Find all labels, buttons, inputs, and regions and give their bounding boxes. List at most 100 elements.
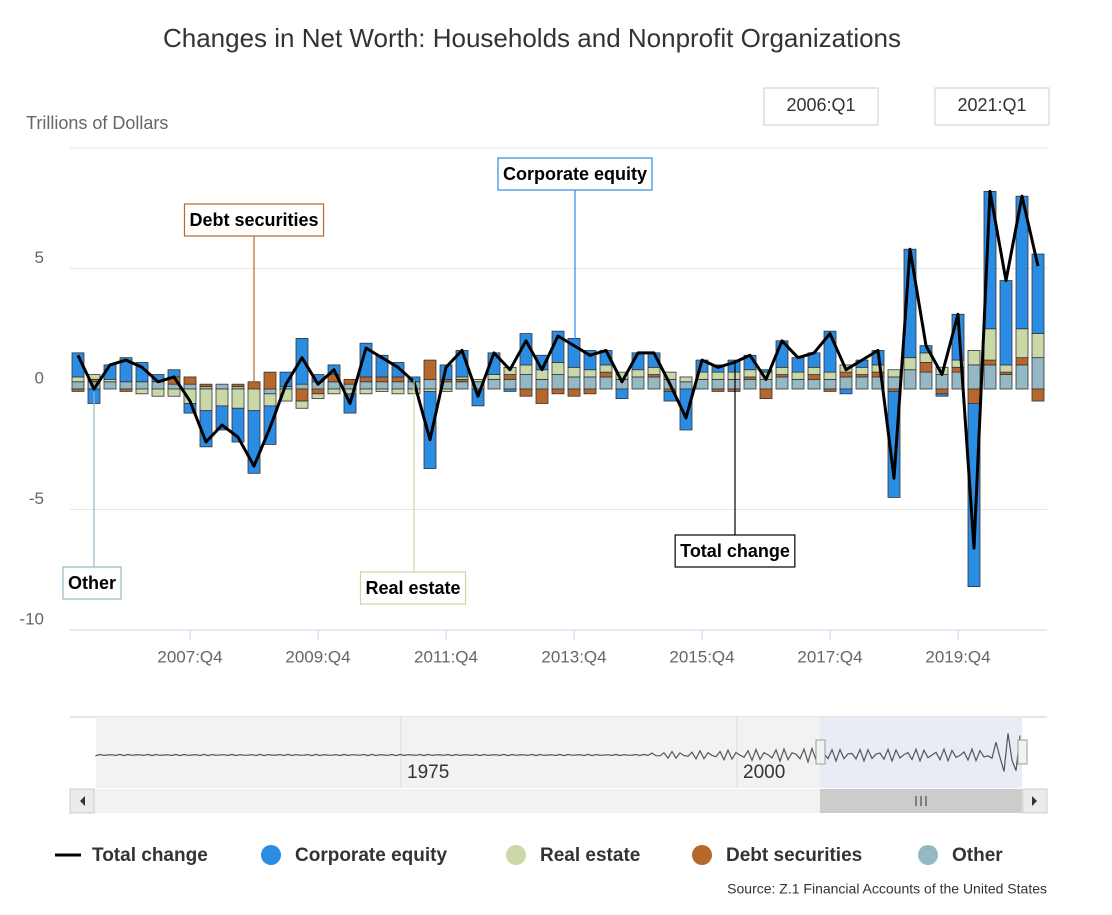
bar xyxy=(231,388,245,409)
bar xyxy=(391,381,405,390)
bar xyxy=(327,381,341,390)
annotation-label: Debt securities xyxy=(189,210,318,230)
annotation: Total change xyxy=(674,362,796,568)
bar xyxy=(311,393,325,400)
bar xyxy=(103,381,117,390)
bar xyxy=(711,371,725,380)
bar xyxy=(727,388,741,392)
bar xyxy=(647,376,661,390)
bar xyxy=(631,369,645,378)
y-axis-label: Trillions of Dollars xyxy=(26,113,168,133)
bar xyxy=(679,381,693,390)
bar xyxy=(903,369,917,390)
annotation-label: Other xyxy=(68,573,116,593)
bar xyxy=(759,388,773,400)
bar xyxy=(423,391,437,469)
bar xyxy=(343,378,357,385)
bar xyxy=(1031,357,1045,390)
bar xyxy=(519,374,533,390)
navigator-handle[interactable] xyxy=(1017,739,1028,765)
bar xyxy=(231,383,245,387)
bar xyxy=(807,374,821,380)
bar xyxy=(983,364,997,390)
bar xyxy=(423,359,437,380)
bar xyxy=(791,357,805,373)
bar xyxy=(599,371,613,378)
bar xyxy=(199,383,213,387)
bar xyxy=(727,378,741,390)
bar xyxy=(247,388,261,412)
y-tick-label: 5 xyxy=(35,248,44,267)
bar xyxy=(839,376,853,390)
bar xyxy=(871,364,885,373)
range-to-box[interactable] xyxy=(934,87,1050,126)
bar xyxy=(791,378,805,390)
y-tick-label: 0 xyxy=(35,368,44,387)
bar xyxy=(887,376,901,390)
bar xyxy=(1015,328,1029,359)
bar xyxy=(631,376,645,390)
legend-label[interactable]: Other xyxy=(952,845,1003,866)
legend-label[interactable]: Total change xyxy=(92,845,208,866)
annotation-label: Real estate xyxy=(365,578,460,598)
bar xyxy=(119,357,133,383)
bar xyxy=(1015,357,1029,366)
bar xyxy=(599,376,613,390)
bar xyxy=(1015,364,1029,390)
annotation-label: Corporate equity xyxy=(503,164,647,184)
scrollbar-grip xyxy=(915,796,927,806)
bar xyxy=(855,376,869,390)
bar xyxy=(983,359,997,366)
bar xyxy=(823,388,837,392)
legend-symbol xyxy=(918,845,938,865)
bar xyxy=(567,376,581,390)
navigator-outside xyxy=(96,717,820,788)
bar xyxy=(775,366,789,375)
navigator-selection[interactable] xyxy=(820,717,1022,788)
bar xyxy=(263,388,277,395)
bar xyxy=(999,374,1013,390)
annotation-box xyxy=(674,534,796,568)
bar xyxy=(791,371,805,380)
x-tick-label: 2013:Q4 xyxy=(541,647,606,666)
navigator-handle[interactable] xyxy=(815,739,826,765)
bar xyxy=(967,364,981,390)
y-tick-label: -10 xyxy=(19,609,44,628)
bar xyxy=(711,388,725,392)
bar xyxy=(887,369,901,378)
legend-label[interactable]: Real estate xyxy=(540,845,640,866)
bar xyxy=(71,388,85,392)
bar xyxy=(503,378,517,390)
bar xyxy=(967,350,981,366)
bar xyxy=(199,388,213,412)
bar xyxy=(487,378,501,390)
annotation-box xyxy=(359,571,467,605)
legend-label[interactable]: Debt securities xyxy=(726,845,862,866)
range-from[interactable]: 2006:Q1 xyxy=(786,95,855,115)
bar xyxy=(455,381,469,390)
bar xyxy=(71,376,85,383)
annotation-box xyxy=(183,203,325,237)
bar xyxy=(679,376,693,383)
range-from-box[interactable] xyxy=(763,87,879,126)
range-to[interactable]: 2021:Q1 xyxy=(957,95,1026,115)
scroll-right-arrow xyxy=(1032,796,1037,806)
annotation: Real estate xyxy=(359,380,467,605)
x-tick-label: 2009:Q4 xyxy=(285,647,350,666)
bar xyxy=(535,378,549,390)
bar xyxy=(615,388,629,400)
bar xyxy=(839,371,853,378)
bar xyxy=(359,388,373,395)
legend-symbol xyxy=(506,845,526,865)
bar xyxy=(263,393,277,407)
bar xyxy=(135,388,149,395)
bar xyxy=(807,378,821,390)
scroll-left-arrow xyxy=(80,796,85,806)
bar xyxy=(823,378,837,390)
legend-label[interactable]: Corporate equity xyxy=(295,845,447,866)
bar xyxy=(311,388,325,395)
annotation-box xyxy=(62,566,122,600)
bar xyxy=(551,362,565,375)
x-tick-label: 2011:Q4 xyxy=(414,647,478,666)
